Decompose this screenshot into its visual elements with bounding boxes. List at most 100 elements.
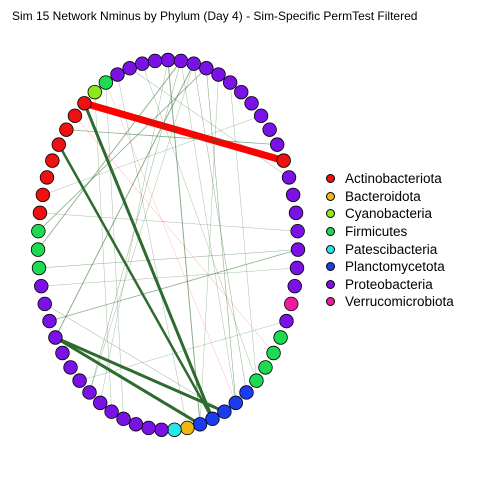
network-node: [249, 373, 264, 388]
network-node: [55, 345, 70, 361]
network-node: [122, 61, 137, 76]
network-node: [39, 170, 55, 185]
legend-swatch: [326, 297, 335, 307]
network-edge: [39, 212, 298, 232]
network-node: [67, 108, 83, 124]
network-node: [51, 137, 66, 152]
legend-label: Planctomycetota: [345, 259, 445, 275]
legend-label: Actinobacteriota: [345, 171, 442, 187]
network-edge: [229, 82, 257, 381]
network-edge: [53, 336, 226, 414]
network-node: [234, 84, 249, 100]
network-node: [290, 223, 305, 239]
network-node: [192, 417, 208, 432]
network-node: [30, 242, 46, 257]
network-node: [276, 153, 291, 168]
network-node: [63, 360, 78, 375]
network-node: [154, 422, 169, 437]
network-edge: [57, 143, 214, 421]
network-node: [160, 52, 176, 68]
legend-item: Actinobacteriota: [326, 170, 454, 188]
network-node: [222, 75, 238, 90]
network-node: [104, 404, 119, 419]
phylum-legend: Actinobacteriota Bacteroidota Cyanobacteri…: [326, 170, 454, 311]
network-node: [59, 122, 74, 137]
network-node: [173, 53, 189, 69]
network-node: [128, 417, 144, 432]
legend-swatch: [326, 227, 335, 237]
network-edge: [94, 91, 112, 412]
network-edge: [44, 303, 225, 412]
network-node: [135, 56, 150, 71]
network-edge: [105, 82, 236, 404]
network-edge: [129, 67, 290, 178]
network-node: [48, 330, 63, 345]
network-edge: [180, 60, 236, 404]
network-node: [82, 385, 97, 400]
legend-label: Firmicutes: [345, 224, 408, 240]
network-edge: [42, 115, 262, 196]
network-node: [180, 420, 195, 436]
network-node: [205, 411, 220, 427]
network-edge: [79, 320, 287, 381]
legend-swatch: [326, 279, 335, 289]
network-node: [37, 296, 52, 312]
legend-swatch: [326, 244, 335, 254]
network-node: [211, 67, 226, 82]
legend-item: Cyanobacteria: [326, 205, 454, 223]
network-node: [285, 187, 301, 203]
network-node: [273, 330, 288, 345]
network-node: [42, 313, 57, 329]
network-edge: [80, 99, 288, 165]
network-node: [281, 170, 297, 185]
legend-label: Bacteroidota: [345, 188, 421, 204]
network-node: [147, 53, 163, 69]
network-node: [239, 385, 254, 400]
legend-label: Verrucomicrobiota: [345, 294, 454, 310]
network-node: [98, 75, 114, 90]
network-node: [262, 122, 277, 137]
network-node: [167, 422, 182, 437]
network-edge: [54, 63, 195, 338]
legend-item: Bacteroidota: [326, 188, 454, 206]
legend-label: Patescibacteria: [345, 241, 438, 257]
legend-item: Verrucomicrobiota: [326, 293, 454, 311]
network-node: [32, 205, 48, 221]
network-node: [72, 373, 87, 388]
network-edge: [105, 82, 124, 420]
network-edge: [49, 249, 299, 322]
network-node: [253, 108, 269, 124]
network-node: [31, 223, 46, 239]
network-edge: [74, 115, 274, 354]
network-nodes: [30, 52, 306, 437]
network-node: [244, 96, 259, 111]
network-edge: [206, 67, 237, 404]
network-edge: [65, 129, 278, 146]
network-edge: [100, 59, 169, 404]
network-node: [287, 278, 302, 294]
network-edge: [53, 336, 202, 426]
network-edge: [89, 63, 194, 393]
network-node: [77, 96, 92, 111]
network-node: [31, 260, 47, 276]
network-node: [45, 153, 60, 168]
network-node: [110, 67, 125, 82]
legend-item: Patescibacteria: [326, 240, 454, 258]
network-edge: [82, 101, 214, 421]
network-edge: [117, 74, 188, 429]
network-node: [284, 296, 299, 312]
network-node: [228, 395, 243, 411]
network-node: [289, 260, 305, 276]
network-edge: [37, 67, 207, 232]
network-edge: [142, 63, 257, 381]
network-node: [290, 242, 306, 257]
network-node: [87, 84, 102, 100]
legend-item: Proteobacteria: [326, 276, 454, 294]
network-node: [34, 278, 49, 294]
network-node: [217, 404, 232, 419]
network-node: [270, 137, 285, 152]
legend-item: Firmicutes: [326, 223, 454, 241]
chart-title: Sim 15 Network Nminus by Phylum (Day 4) …: [12, 9, 418, 23]
legend-label: Proteobacteria: [345, 276, 433, 292]
network-edge: [38, 249, 299, 269]
